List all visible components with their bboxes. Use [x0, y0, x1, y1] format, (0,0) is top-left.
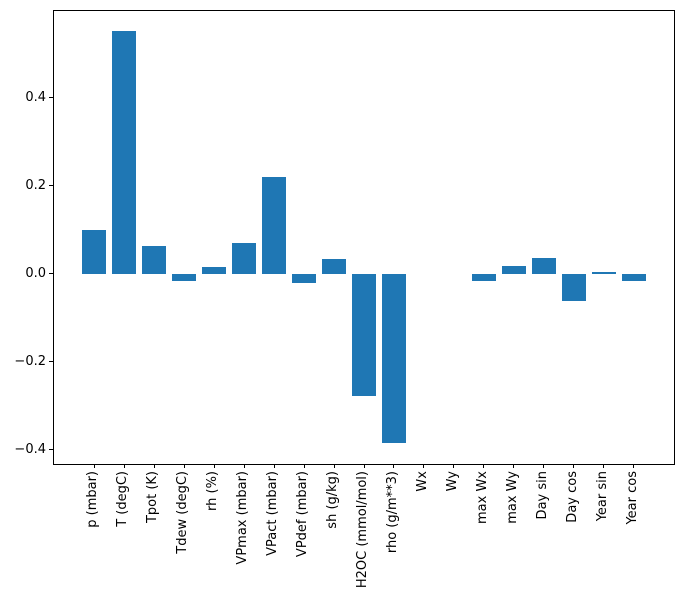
- x-tick-label: max Wy: [505, 471, 521, 524]
- x-tick-label-text: Day cos: [564, 471, 580, 523]
- x-tick-label: rho (g/m**3): [385, 471, 401, 553]
- bar: [142, 245, 167, 274]
- y-tick-mark: [49, 273, 53, 275]
- x-tick-label: H2OC (mmol/mol): [355, 471, 371, 588]
- y-tick-mark: [49, 97, 53, 99]
- bar: [322, 259, 346, 274]
- x-tick-label-text: Day sin: [534, 471, 550, 520]
- bar: [471, 273, 496, 282]
- bar: [202, 267, 227, 274]
- x-tick-label-text: Tdew (degC): [175, 471, 191, 554]
- bar: [82, 229, 107, 274]
- bar: [232, 243, 257, 274]
- x-tick-label-text: rho (g/m**3): [384, 471, 400, 554]
- x-tick-mark: [363, 464, 365, 468]
- bar: [621, 273, 646, 281]
- x-tick-label-text: Wy: [444, 471, 460, 492]
- x-tick-label: rh (%): [205, 471, 221, 511]
- bar: [172, 273, 197, 282]
- x-tick-label: Day sin: [535, 471, 551, 519]
- x-tick-label: max Wx: [475, 471, 491, 524]
- x-tick-mark: [483, 464, 485, 468]
- x-tick-label: VPact (mbar): [265, 471, 281, 556]
- bar: [352, 273, 376, 396]
- y-tick-label: 0.2: [25, 177, 46, 193]
- y-tick-mark: [49, 185, 53, 187]
- x-tick-label: Wx: [415, 471, 431, 492]
- x-tick-mark: [603, 464, 605, 468]
- x-tick-label: Wy: [445, 471, 461, 491]
- x-tick-label-text: Year cos: [624, 471, 640, 525]
- x-tick-label-text: sh (g/kg): [325, 471, 341, 529]
- x-tick-label-text: max Wx: [474, 471, 490, 525]
- bar: [561, 273, 586, 302]
- x-tick-mark: [303, 464, 305, 468]
- x-tick-mark: [393, 464, 395, 468]
- bar: [381, 273, 406, 444]
- x-tick-label-text: Year sin: [594, 471, 610, 522]
- bar: [591, 272, 616, 274]
- x-tick-label-text: H2OC (mmol/mol): [355, 471, 370, 589]
- bar: [501, 266, 526, 274]
- bar: [112, 31, 137, 274]
- x-tick-mark: [573, 464, 575, 468]
- x-tick-label: Year sin: [595, 471, 611, 521]
- x-tick-label-text: VPact (mbar): [265, 471, 281, 556]
- x-tick-label: Day cos: [565, 471, 581, 523]
- x-tick-label: p (mbar): [85, 471, 101, 528]
- x-tick-mark: [243, 464, 245, 468]
- bar: [292, 273, 317, 283]
- x-tick-mark: [513, 464, 515, 468]
- x-tick-mark: [153, 464, 155, 468]
- plot-area: 0.4 0.2 0.0 −0.2 −0.4: [14, 10, 675, 468]
- bar: [531, 257, 556, 274]
- y-tick-label: 0.0: [25, 265, 46, 281]
- y-tick-label: −0.2: [14, 353, 46, 369]
- x-tick-mark: [423, 464, 425, 468]
- x-tick-mark: [93, 464, 95, 468]
- x-tick-label: sh (g/kg): [325, 471, 341, 529]
- x-tick-label-text: rh (%): [205, 471, 221, 511]
- x-tick-mark: [633, 464, 635, 468]
- x-tick-label-text: VPmax (mbar): [235, 471, 251, 565]
- x-tick-label: T (degC): [115, 471, 131, 527]
- x-tick-mark: [273, 464, 275, 468]
- x-tick-label-text: p (mbar): [85, 471, 101, 528]
- x-tick-label-text: Wx: [414, 471, 430, 492]
- x-tick-label: VPdef (mbar): [295, 471, 311, 557]
- x-tick-label: Year cos: [625, 471, 641, 525]
- x-tick-label-text: T (degC): [115, 471, 131, 527]
- y-tick-label: −0.4: [14, 441, 46, 457]
- x-tick-label: Tpot (K): [145, 471, 161, 523]
- x-tick-mark: [213, 464, 215, 468]
- y-tick-mark: [49, 361, 53, 363]
- x-tick-label: Tdew (degC): [175, 471, 191, 554]
- x-tick-mark: [543, 464, 545, 468]
- x-tick-label-text: max Wy: [504, 471, 520, 524]
- y-tick-label: 0.4: [25, 89, 46, 105]
- x-tick-mark: [123, 464, 125, 468]
- x-tick-mark: [333, 464, 335, 468]
- x-tick-label-text: VPdef (mbar): [295, 471, 311, 558]
- x-tick-mark: [183, 464, 185, 468]
- x-tick-label-text: Tpot (K): [145, 471, 161, 524]
- x-tick-mark: [453, 464, 455, 468]
- y-tick-mark: [49, 449, 53, 451]
- x-tick-label: VPmax (mbar): [235, 471, 251, 565]
- bar: [262, 177, 287, 274]
